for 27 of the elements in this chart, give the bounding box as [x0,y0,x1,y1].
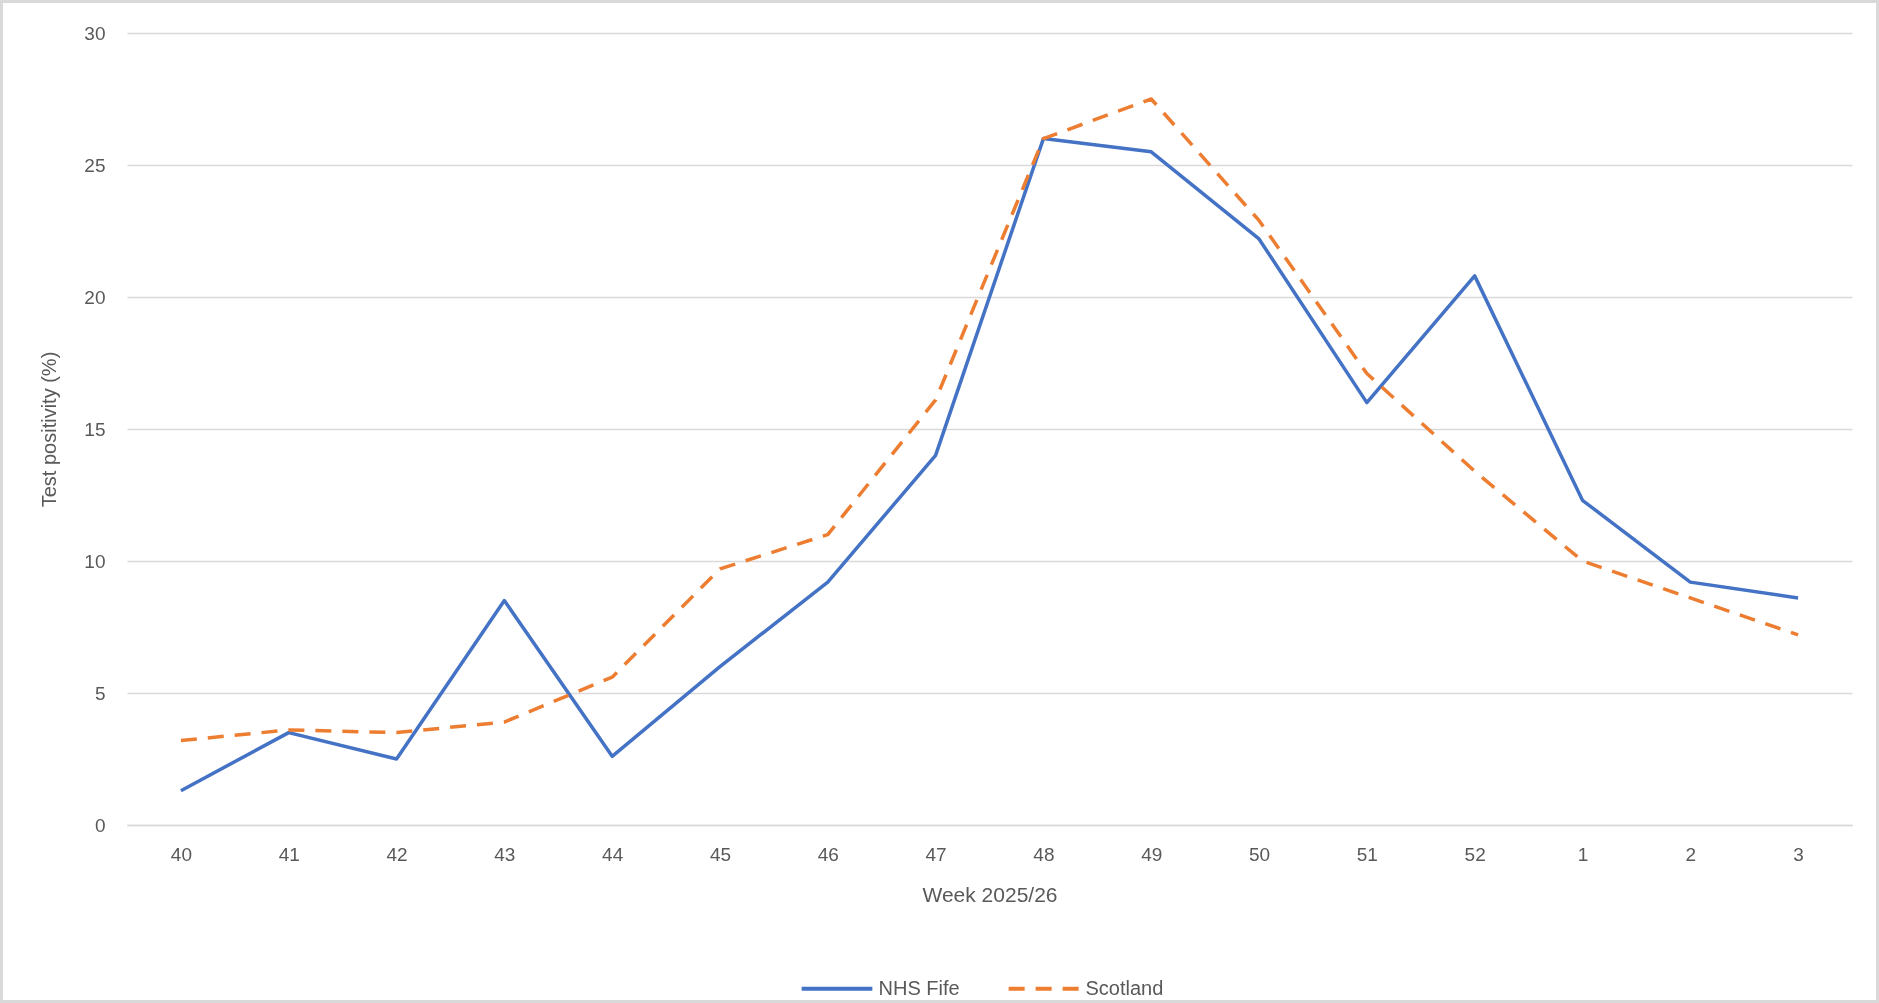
y-tick-label: 15 [84,418,106,440]
x-tick-label: 1 [1577,843,1589,865]
y-tick-label: 10 [84,550,106,572]
y-tick-label: 25 [84,154,106,176]
legend-label: NHS Fife [878,976,960,999]
x-tick-label: 45 [709,843,732,865]
x-tick-label: 2 [1685,843,1697,865]
x-tick-label: 3 [1793,843,1804,865]
x-axis-title: Week 2025/26 [922,882,1058,906]
x-tick-label: 40 [170,843,192,865]
x-tick-label: 50 [1248,843,1271,865]
x-tick-label: 48 [1033,843,1055,865]
y-tick-label: 5 [94,682,106,704]
x-tick-label: 42 [386,843,408,865]
x-tick-label: 52 [1464,843,1486,865]
x-tick-label: 43 [494,843,516,865]
x-tick-label: 49 [1141,843,1163,865]
y-axis-title: Test positivity (%) [38,351,61,508]
y-tick-label: 0 [94,814,106,836]
x-tick-label: 47 [925,843,947,865]
legend-label: Scotland [1085,976,1164,999]
x-tick-label: 46 [817,843,839,865]
x-tick-label: 41 [278,843,300,865]
y-tick-label: 30 [84,22,106,44]
y-tick-label: 20 [84,286,106,308]
x-tick-label: 44 [602,843,624,865]
x-tick-label: 51 [1356,843,1378,865]
